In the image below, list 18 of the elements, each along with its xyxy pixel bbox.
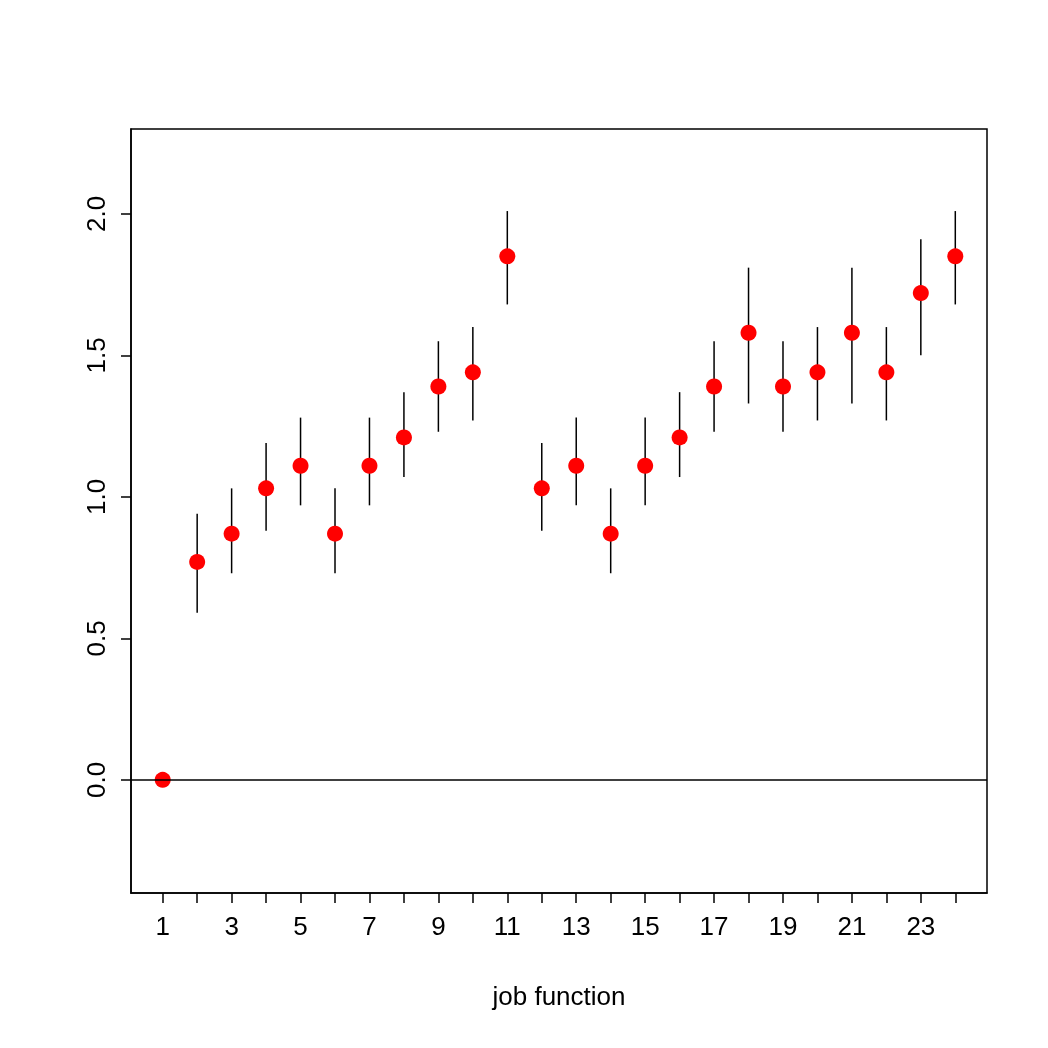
x-tick-label: 23 — [906, 911, 936, 941]
y-tick-label: 1.5 — [81, 337, 111, 374]
x-axis-title: job function — [491, 981, 626, 1011]
y-tick-label: 0.0 — [81, 761, 111, 798]
y-tick-label: 2.0 — [81, 195, 111, 232]
x-tick-label: 5 — [293, 911, 308, 941]
x-tick-label: 19 — [768, 911, 798, 941]
x-tick-label: 21 — [837, 911, 867, 941]
x-tick-label: 1 — [155, 911, 170, 941]
y-tick-label: 0.5 — [81, 620, 111, 657]
x-tick-label: 9 — [431, 911, 446, 941]
x-tick-label: 3 — [224, 911, 239, 941]
x-tick-label: 11 — [493, 911, 521, 941]
y-tick-label: 1.0 — [81, 478, 111, 515]
x-tick-label: 13 — [561, 911, 591, 941]
x-tick-label: 17 — [699, 911, 729, 941]
x-tick-label: 7 — [362, 911, 377, 941]
x-tick-label: 15 — [630, 911, 660, 941]
